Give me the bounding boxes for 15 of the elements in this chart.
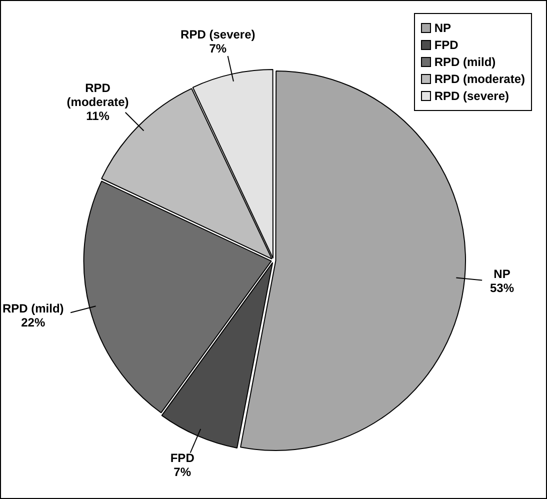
legend-label: RPD (severe) — [434, 89, 510, 103]
slice-label: RPD (mild) — [2, 301, 64, 316]
slice-label: RPD (moderate) — [66, 80, 129, 109]
data-label: 7% — [209, 42, 227, 56]
data-label: 53% — [490, 280, 514, 295]
slice-label: FPD — [170, 450, 195, 465]
legend-label: RPD (moderate) — [434, 72, 525, 86]
legend-label: RPD (mild) — [434, 55, 496, 69]
legend-label: NP — [434, 21, 451, 35]
data-label: 11% — [86, 108, 110, 123]
slice-label: NP — [494, 266, 510, 281]
legend-label: FPD — [434, 38, 458, 52]
data-label: 22% — [21, 315, 46, 330]
slice-label: RPD (severe) — [180, 28, 256, 42]
data-label: 7% — [174, 464, 192, 479]
